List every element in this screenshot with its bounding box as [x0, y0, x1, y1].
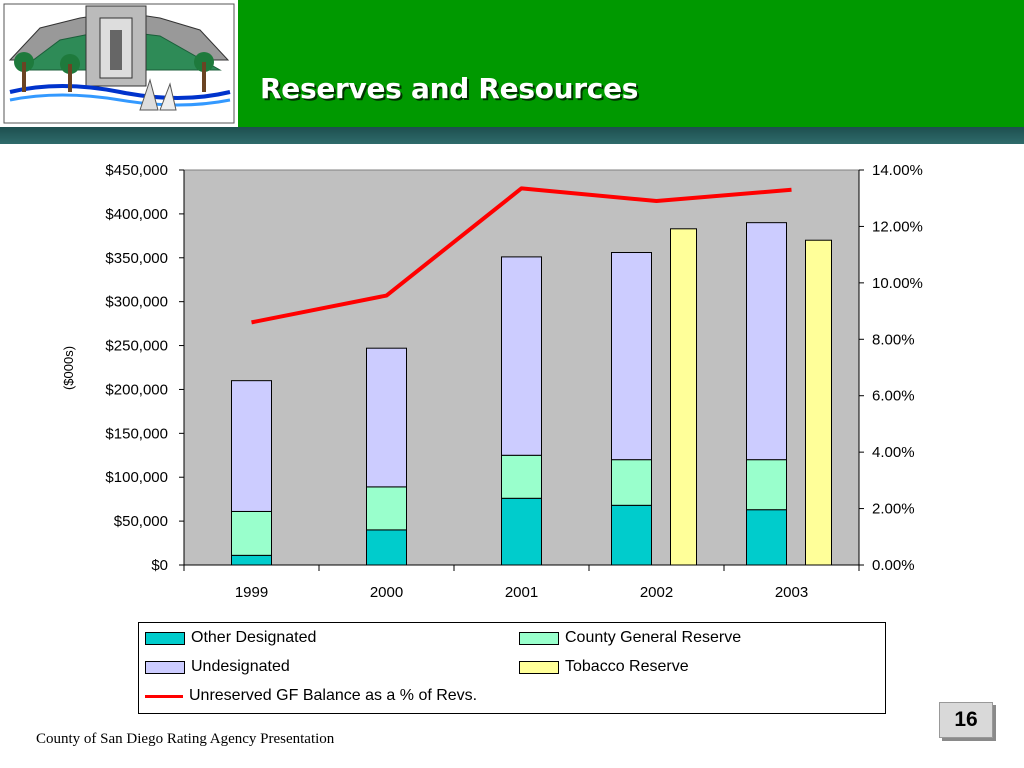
bar-tobacco-reserve	[670, 228, 697, 566]
legend-label-unreserved-gf-balance: Unreserved GF Balance as a % of Revs.	[189, 687, 478, 704]
footer-text: County of San Diego Rating Agency Presen…	[36, 731, 335, 747]
legend-item-county-general-reserve: County General Reserve	[519, 629, 741, 647]
y2-tick-label: 0.00%	[872, 557, 915, 574]
legend-swatch-unreserved-gf-balance	[145, 694, 183, 698]
page-number: 16	[939, 702, 993, 738]
bar-other-designated	[746, 509, 787, 566]
legend-swatch-tobacco-reserve	[519, 660, 559, 674]
legend-label-undesignated: Undesignated	[191, 658, 290, 675]
chart-legend: Other Designated County General Reserve …	[138, 622, 886, 714]
legend-label-other-designated: Other Designated	[191, 629, 317, 646]
bar-undesignated	[366, 347, 407, 488]
county-logo	[0, 0, 238, 127]
reserves-chart: $0 $50,000 $100,000 $150,000 $200,000 $250,00…	[61, 162, 923, 601]
y2-tick-label: 6.00%	[872, 388, 915, 405]
header-bar: Reserves and Resources	[238, 0, 1024, 128]
bar-other-designated	[501, 497, 542, 566]
bar-county-general-reserve	[611, 459, 652, 506]
x-tick-label: 1999	[235, 584, 268, 601]
y2-tick-label: 12.00%	[872, 218, 923, 235]
legend-swatch-county-general-reserve	[519, 631, 559, 645]
y-tick-label: $300,000	[105, 294, 168, 311]
x-tick-label: 2002	[640, 584, 673, 601]
x-tick-label: 2001	[505, 584, 538, 601]
bar-undesignated	[231, 380, 272, 512]
y2-tick-label: 4.00%	[872, 444, 915, 461]
y2-tick-label: 10.00%	[872, 275, 923, 292]
bar-county-general-reserve	[746, 459, 787, 511]
bar-tobacco-reserve	[805, 239, 832, 566]
bar-other-designated	[366, 529, 407, 566]
legend-swatch-undesignated	[145, 660, 185, 674]
line-unreserved-gf-balance	[251, 186, 792, 325]
bar-county-general-reserve	[366, 486, 407, 531]
x-tick-label: 2003	[775, 584, 808, 601]
county-seal-illustration	[3, 3, 235, 124]
bar-county-general-reserve	[231, 510, 272, 556]
bar-county-general-reserve	[501, 454, 542, 499]
y-tick-label: $450,000	[105, 162, 168, 179]
legend-label-county-general-reserve: County General Reserve	[565, 629, 742, 646]
legend-item-unreserved-gf-balance: Unreserved GF Balance as a % of Revs.	[145, 687, 477, 705]
bar-undesignated	[746, 222, 787, 461]
page-title: Reserves and Resources	[260, 72, 639, 105]
legend-label-tobacco-reserve: Tobacco Reserve	[565, 658, 689, 675]
y-axis-title: ($000s)	[61, 346, 76, 390]
y2-tick-label: 8.00%	[872, 331, 915, 348]
y-tick-label: $100,000	[105, 469, 168, 486]
legend-item-tobacco-reserve: Tobacco Reserve	[519, 658, 689, 676]
y-tick-label: $350,000	[105, 250, 168, 267]
legend-item-other-designated: Other Designated	[145, 629, 316, 647]
y-tick-label: $150,000	[105, 425, 168, 442]
header-divider-band	[0, 127, 1024, 144]
y-tick-label: $50,000	[114, 513, 168, 530]
y-tick-label: $400,000	[105, 206, 168, 223]
y2-tick-label: 14.00%	[872, 162, 923, 179]
bar-undesignated	[611, 252, 652, 461]
x-tick-label: 2000	[370, 584, 403, 601]
y-tick-label: $0	[151, 557, 168, 574]
legend-item-undesignated: Undesignated	[145, 658, 290, 676]
y-tick-label: $250,000	[105, 338, 168, 355]
legend-swatch-other-designated	[145, 631, 185, 645]
bar-other-designated	[231, 554, 272, 566]
bar-undesignated	[501, 256, 542, 456]
y-tick-label: $200,000	[105, 381, 168, 398]
bar-other-designated	[611, 504, 652, 566]
y2-tick-label: 2.00%	[872, 501, 915, 518]
